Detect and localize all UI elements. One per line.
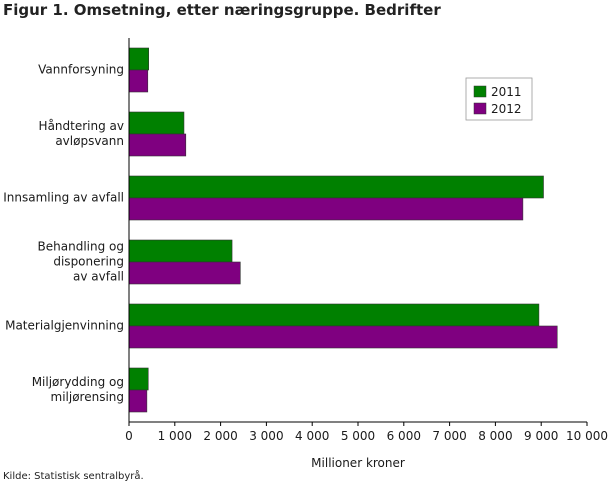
category-label-1-1: avløpsvann <box>55 134 124 148</box>
legend: 2011 2012 <box>465 77 533 121</box>
legend-label-2011: 2011 <box>491 85 522 99</box>
bar-2011-2 <box>128 175 544 199</box>
category-label-0-0: Vannforsyning <box>38 63 124 77</box>
bar-2011-3 <box>128 239 233 263</box>
bar-2011-4 <box>128 303 540 327</box>
x-axis-title: Millioner kroner <box>311 456 405 470</box>
bar-2012-3 <box>128 261 241 285</box>
x-tick-label-6: 6 000 <box>387 429 421 443</box>
x-tick-label-3: 3 000 <box>249 429 283 443</box>
category-label-2-0: Innsamling av avfall <box>3 191 124 205</box>
bar-2011-5 <box>128 367 149 391</box>
x-tick-label-10: 10 000 <box>566 429 608 443</box>
category-label-4-0: Materialgjenvinning <box>5 319 124 333</box>
category-label-1-0: Håndtering av <box>39 119 124 133</box>
bar-2011-1 <box>128 111 185 135</box>
bar-2012-5 <box>128 389 148 413</box>
bar-2012-4 <box>128 325 558 349</box>
x-tick-label-0: 0 <box>125 429 133 443</box>
x-tick-label-5: 5 000 <box>341 429 375 443</box>
legend-swatch-2012 <box>473 102 487 115</box>
bars-layer <box>128 47 558 413</box>
bar-2012-2 <box>128 197 524 221</box>
category-label-5-0: Miljørydding og <box>32 375 124 389</box>
bar-2011-0 <box>128 47 149 71</box>
bar-2012-0 <box>128 69 149 93</box>
x-tick-label-7: 7 000 <box>432 429 466 443</box>
x-tick-label-1: 1 000 <box>158 429 192 443</box>
category-label-3-0: Behandling og <box>38 240 124 254</box>
legend-swatch-2011 <box>473 85 487 98</box>
category-label-3-1: disponering <box>53 255 124 269</box>
x-tick-label-4: 4 000 <box>295 429 329 443</box>
legend-label-2012: 2012 <box>491 102 522 116</box>
x-ticks: 0 1 000 2 000 3 000 4 000 5 000 6 000 7 000 8 00… <box>125 422 608 443</box>
source-note: Kilde: Statistisk sentralbyrå. <box>3 471 144 482</box>
category-label-5-1: miljørensing <box>51 390 125 404</box>
bar-2012-1 <box>128 133 187 157</box>
x-tick-label-9: 9 000 <box>524 429 558 443</box>
x-tick-label-8: 8 000 <box>478 429 512 443</box>
x-tick-label-2: 2 000 <box>203 429 237 443</box>
chart-title: Figur 1. Omsetning, etter næringsgruppe.… <box>3 1 441 19</box>
category-label-3-2: av avfall <box>73 270 124 284</box>
